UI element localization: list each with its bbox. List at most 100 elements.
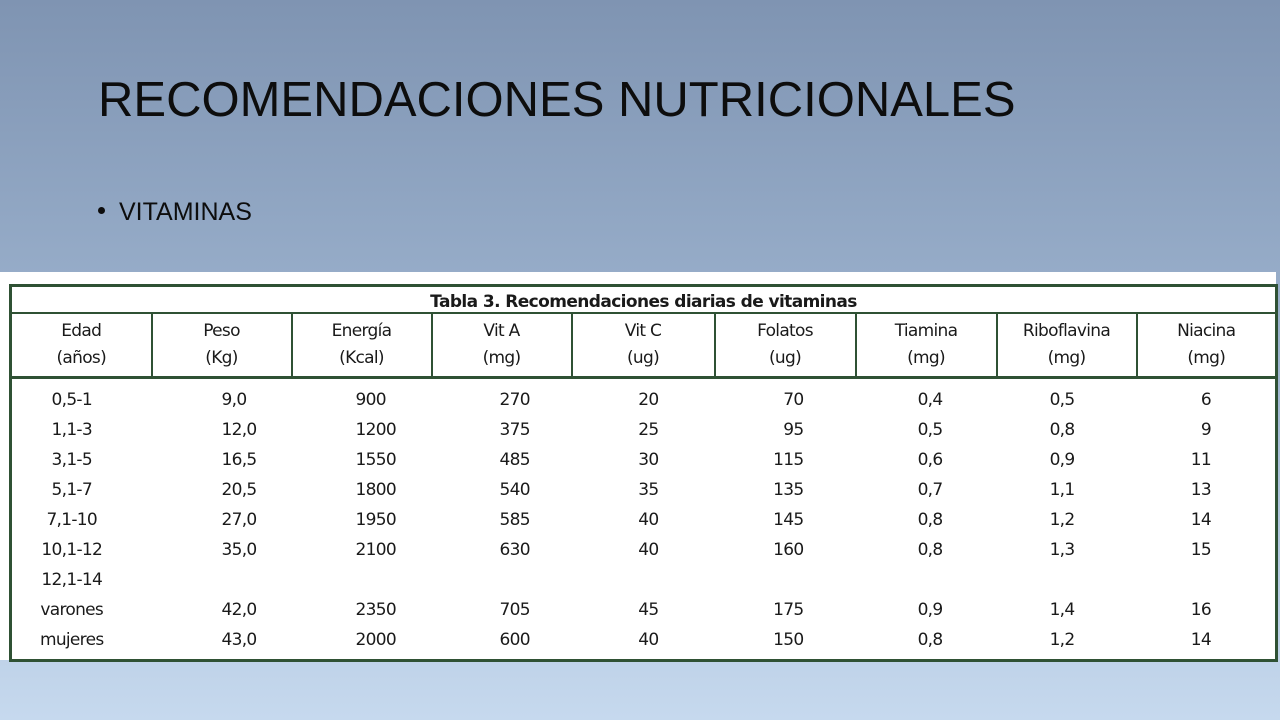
value-cell: 9 [1200, 420, 1212, 440]
value-cell: 40 [638, 510, 659, 530]
value-cell: 70 [783, 390, 804, 410]
value-cell: 42,0 [221, 600, 258, 620]
value-cell: 30 [638, 450, 659, 470]
value-cell: 11 [1190, 450, 1212, 470]
value-cell [152, 565, 292, 595]
age-cell: 0,5-1 [9, 377, 152, 415]
value-cell: 145 [773, 510, 804, 530]
value-cell: 1200 [355, 420, 397, 440]
value-cell: 1,2 [996, 625, 1137, 662]
value-cell [572, 565, 715, 595]
value-cell: 0,8 [855, 625, 997, 662]
value-cell: 20,5 [221, 480, 258, 500]
value-cell: 12,0 [221, 420, 258, 440]
value-cell: 1800 [355, 480, 397, 500]
value-cell: 1,3 [1049, 540, 1076, 560]
value-cell: 630 [499, 540, 531, 560]
table-row: varones 42,0 2350 705 45 175 0,9 1,4 16 [9, 595, 1277, 625]
age-cell: 12,1-14 [9, 565, 152, 595]
value-cell: 35,0 [221, 540, 258, 560]
value-cell: 485 [499, 450, 531, 470]
table-row: 0,5-1 9,0 900 270 20 70 0,4 0,5 6 [9, 377, 1277, 415]
value-cell [432, 565, 572, 595]
age-cell: 3,1-5 [9, 445, 152, 475]
header-niacina: Niacina (mg) [1135, 314, 1277, 379]
value-cell: 9,0 [221, 390, 248, 410]
table-row: 3,1-5 16,5 1550 485 30 115 0,6 0,9 11 [9, 445, 1277, 475]
table-row: mujeres 43,0 2000 600 40 150 0,8 1,2 14 [9, 625, 1277, 662]
value-cell [997, 565, 1137, 595]
value-cell: 95 [783, 420, 804, 440]
bullet-text: VITAMINAS [119, 198, 252, 226]
value-cell: 2000 [291, 625, 432, 662]
value-cell: 0,8 [917, 510, 944, 530]
value-cell [292, 565, 432, 595]
value-cell: 270 [499, 390, 531, 410]
value-cell: 175 [773, 600, 804, 620]
bullet-dot-icon [98, 206, 105, 214]
header-folatos: Folatos (ug) [713, 314, 856, 379]
value-cell: 0,7 [917, 480, 944, 500]
header-peso: Peso (Kg) [150, 314, 292, 379]
value-cell: 0,8 [1049, 420, 1076, 440]
value-cell: 540 [499, 480, 531, 500]
table-row: 5,1-7 20,5 1800 540 35 135 0,7 1,1 13 [9, 475, 1277, 505]
value-cell: 375 [499, 420, 531, 440]
value-cell [856, 565, 997, 595]
age-cell: varones [9, 595, 152, 625]
value-cell [715, 565, 856, 595]
header-vit-a: Vit A (mg) [430, 314, 572, 379]
value-cell: 45 [638, 600, 659, 620]
value-cell: 2350 [355, 600, 397, 620]
table-caption: Tabla 3. Recomendaciones diarias de vita… [9, 284, 1278, 314]
value-cell: 160 [773, 540, 804, 560]
value-cell: 0,9 [1049, 450, 1076, 470]
value-cell: 1,4 [1049, 600, 1076, 620]
value-cell: 1,1 [1049, 480, 1076, 500]
value-cell: 25 [638, 420, 659, 440]
value-cell: 0,5 [917, 420, 944, 440]
table-header-row: Edad (años) Peso (Kg) Energía (Kcal) Vit A(… [9, 314, 1277, 379]
age-cell: 7,1-10 [9, 505, 152, 535]
value-cell: 0,8 [917, 540, 944, 560]
age-cell: 10,1-12 [9, 535, 152, 565]
value-cell: 43,0 [151, 625, 292, 662]
value-cell: 135 [773, 480, 804, 500]
slide-title: RECOMENDACIONES NUTRICIONALES [98, 73, 1016, 127]
table-row: 10,1-12 35,0 2100 630 40 160 0,8 1,3 15 [9, 535, 1277, 565]
value-cell: 16 [1190, 600, 1212, 620]
table-row: 7,1-10 27,0 1950 585 40 145 0,8 1,2 14 [9, 505, 1277, 535]
age-cell: 5,1-7 [9, 475, 152, 505]
header-tiamina: Tiamina (mg) [854, 314, 997, 379]
value-cell: 6 [1200, 390, 1212, 410]
table-row: 12,1-14 [9, 565, 1277, 595]
value-cell [1137, 565, 1277, 595]
value-cell: 27,0 [221, 510, 258, 530]
value-cell: 16,5 [221, 450, 258, 470]
value-cell: 0,6 [917, 450, 944, 470]
value-cell: 14 [1136, 625, 1277, 662]
value-cell: 600 [431, 625, 572, 662]
value-cell: 15 [1190, 540, 1212, 560]
value-cell: 150 [714, 625, 856, 662]
value-cell: 40 [571, 625, 715, 662]
header-vit-c: Vit C (ug) [570, 314, 715, 379]
bullet-item: VITAMINAS [98, 198, 252, 227]
vitamins-table: Tabla 3. Recomendaciones diarias de vita… [9, 284, 1278, 662]
age-cell: 1,1-3 [9, 415, 152, 445]
value-cell: 115 [773, 450, 804, 470]
value-cell: 40 [638, 540, 659, 560]
value-cell: 1550 [355, 450, 397, 470]
value-cell: 35 [638, 480, 659, 500]
age-cell: mujeres [9, 625, 152, 662]
value-cell: 0,9 [917, 600, 944, 620]
value-cell: 13 [1190, 480, 1212, 500]
header-edad: Edad (años) [9, 314, 152, 379]
value-cell: 0,5 [1049, 390, 1076, 410]
value-cell: 1,2 [1049, 510, 1076, 530]
value-cell: 900 [355, 390, 387, 410]
value-cell: 0,4 [917, 390, 944, 410]
vitamins-table-image: Tabla 3. Recomendaciones diarias de vita… [0, 272, 1278, 662]
header-riboflavina: Riboflavina (mg) [995, 314, 1137, 379]
